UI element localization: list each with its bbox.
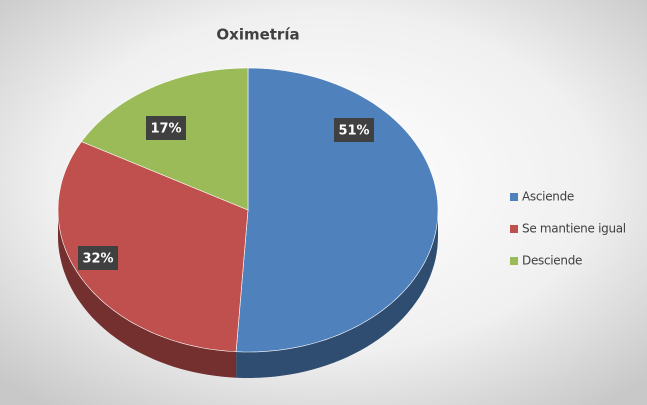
data-label: 17% — [150, 122, 181, 137]
data-label: 32% — [82, 252, 113, 267]
data-label-box — [146, 116, 186, 140]
chart-title: Oximetría — [216, 26, 299, 44]
legend-swatch — [510, 225, 518, 233]
slice-side — [58, 210, 237, 378]
legend-label: Asciende — [522, 190, 574, 204]
legend-swatch — [510, 193, 518, 201]
legend-label: Desciende — [522, 254, 582, 268]
slice — [235, 67, 439, 353]
slice — [57, 141, 249, 353]
data-label-box — [78, 246, 118, 270]
data-label-box — [334, 118, 374, 142]
data-label: 51% — [338, 124, 369, 139]
legend-swatch — [510, 257, 518, 265]
slice-side — [236, 210, 438, 378]
legend-label: Se mantiene igual — [522, 222, 626, 236]
